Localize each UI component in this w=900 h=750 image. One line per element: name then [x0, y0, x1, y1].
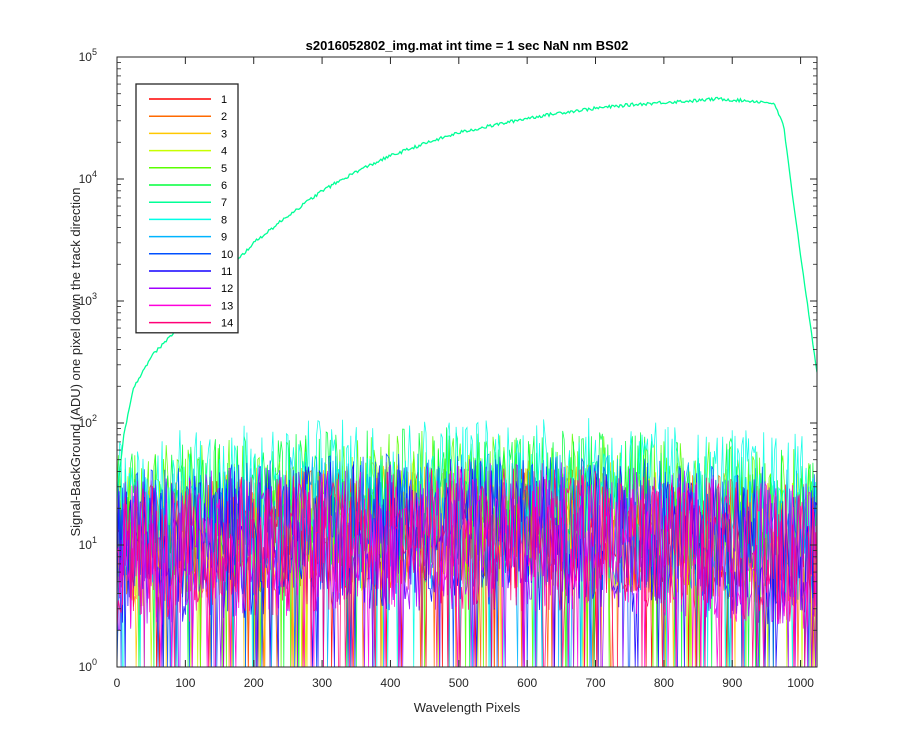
legend-label: 14 — [221, 318, 233, 330]
x-axis-label: Wavelength Pixels — [414, 700, 521, 715]
series-line-8 — [117, 418, 817, 667]
plot-frame — [116, 56, 818, 668]
x-tick-label: 300 — [312, 676, 332, 690]
legend-label: 8 — [221, 214, 227, 226]
y-tick-label: 101 — [79, 535, 97, 552]
y-axis-label: Signal-BackGround (ADU) one pixel down t… — [68, 187, 83, 536]
x-tick-label: 800 — [654, 676, 674, 690]
chart-title: s2016052802_img.mat int time = 1 sec NaN… — [306, 38, 629, 53]
y-tick-label: 100 — [79, 657, 97, 674]
x-tick-label: 1000 — [787, 676, 814, 690]
y-tick-label: 105 — [79, 47, 97, 64]
legend-label: 6 — [221, 180, 227, 192]
series-layer — [117, 96, 817, 667]
legend-label: 3 — [221, 128, 227, 140]
x-tick-label: 400 — [380, 676, 400, 690]
x-tick-label: 900 — [722, 676, 742, 690]
legend-label: 12 — [221, 283, 233, 295]
x-tick-label: 500 — [449, 676, 469, 690]
x-tick-label: 200 — [244, 676, 264, 690]
x-tick-label: 700 — [586, 676, 606, 690]
legend-label: 5 — [221, 163, 227, 175]
legend-label: 13 — [221, 300, 233, 312]
legend-label: 7 — [221, 197, 227, 209]
legend-label: 2 — [221, 111, 227, 123]
x-tick-label: 0 — [114, 676, 121, 690]
legend-label: 4 — [221, 146, 227, 158]
legend-label: 11 — [221, 266, 232, 278]
y-tick-label: 102 — [79, 413, 97, 430]
legend-label: 9 — [221, 232, 227, 244]
x-tick-label: 600 — [517, 676, 537, 690]
legend-box — [135, 83, 239, 334]
y-tick-label: 103 — [79, 291, 97, 308]
x-tick-label: 100 — [175, 676, 195, 690]
legend-label: 1 — [221, 94, 227, 106]
y-tick-label: 104 — [79, 169, 97, 186]
series-line-14 — [117, 468, 817, 667]
ticks-layer: 0 100 200 300 400 500 600 700 800 900 100010010110… — [79, 47, 817, 690]
series-line-13 — [117, 468, 817, 667]
legend-label: 10 — [221, 249, 233, 261]
